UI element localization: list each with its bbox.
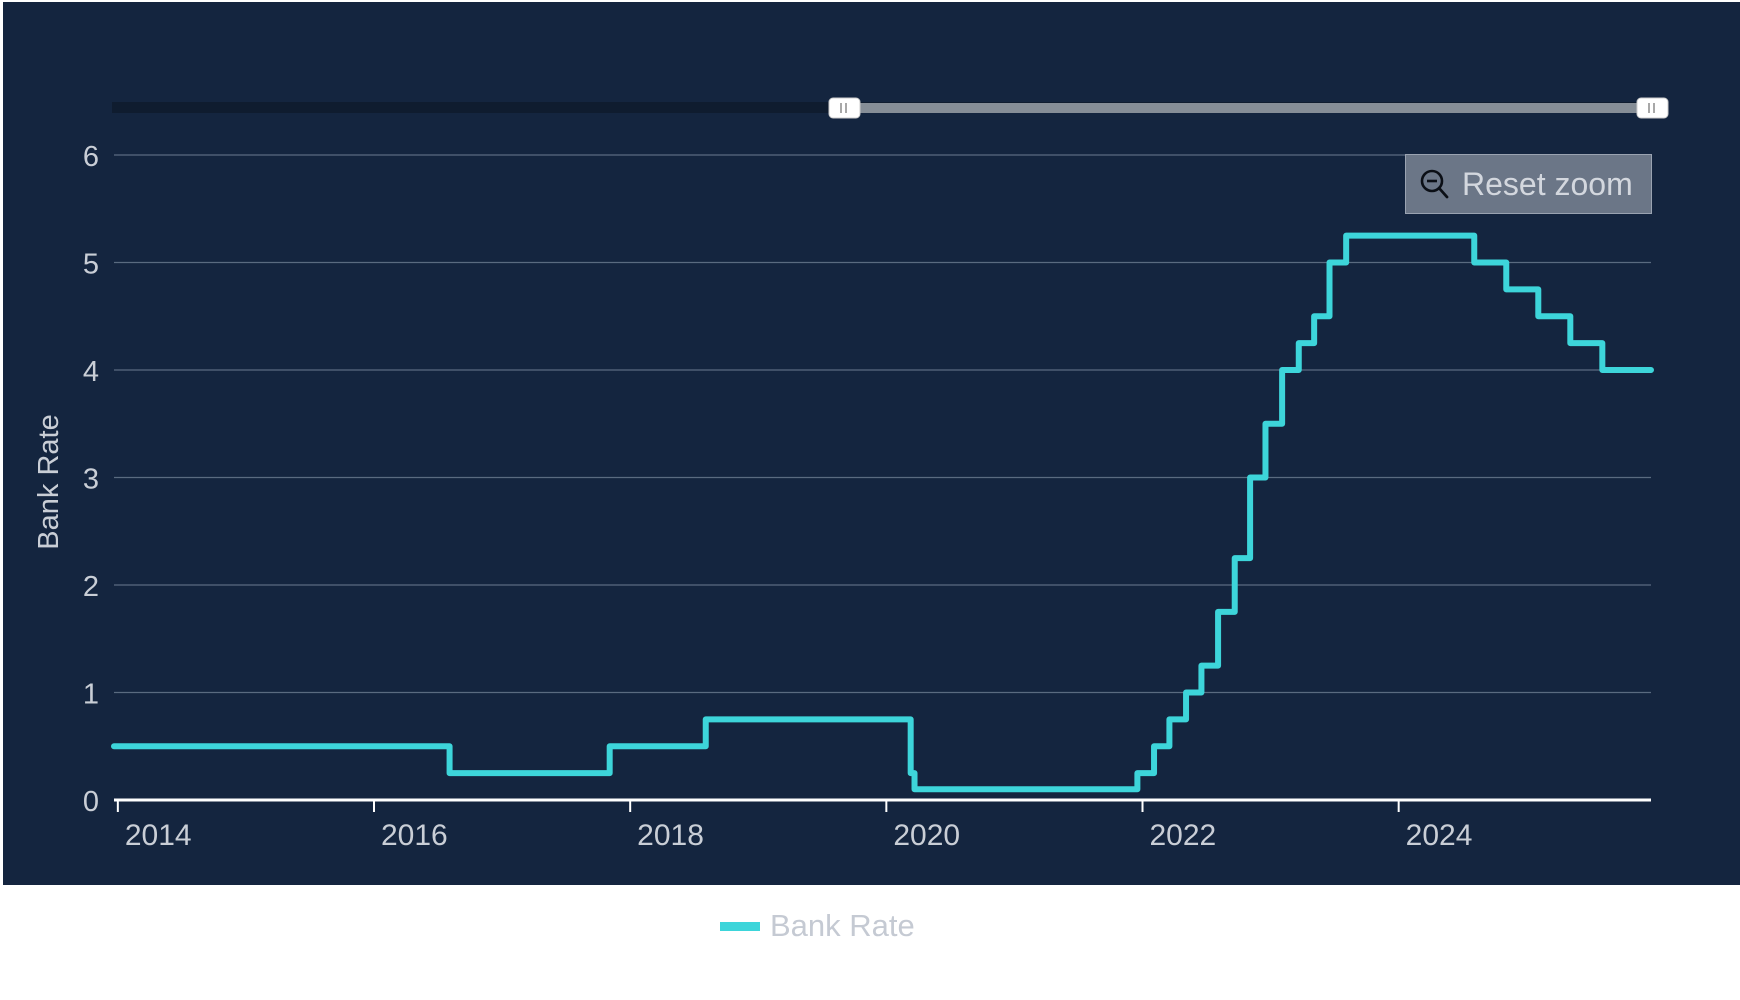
gridlines	[114, 154, 1651, 694]
navigator-selected-range[interactable]	[844, 103, 1652, 113]
y-tick-label: 0	[83, 786, 99, 818]
reset-zoom-label: Reset zoom	[1462, 165, 1633, 202]
y-tick-label: 3	[83, 464, 99, 496]
legend-label: Bank Rate	[770, 908, 915, 943]
legend-item-bank-rate[interactable]: Bank Rate	[720, 908, 915, 944]
zoom-out-icon	[1420, 169, 1449, 199]
reset-zoom-button[interactable]: Reset zoom	[1405, 154, 1652, 214]
y-tick-label: 2	[83, 571, 99, 603]
x-tick-label: 2014	[125, 819, 192, 852]
x-tick-label: 2024	[1406, 819, 1473, 852]
navigator-handle-right[interactable]	[1636, 97, 1669, 119]
x-axis-ticks: 2014 2016 2018 2020 2022 2024	[116, 800, 1473, 852]
x-tick-label: 2020	[893, 819, 960, 852]
y-axis-title: Bank Rate	[33, 414, 65, 549]
y-tick-label: 5	[83, 249, 99, 281]
navigator-handle-left[interactable]	[828, 97, 861, 119]
y-tick-label: 4	[83, 356, 99, 388]
y-tick-label: 1	[83, 679, 99, 711]
x-tick-label: 2022	[1150, 819, 1217, 852]
x-tick-label: 2018	[637, 819, 704, 852]
bank-rate-series-line[interactable]	[111, 232, 1654, 793]
legend-swatch	[720, 921, 760, 931]
y-tick-label: 6	[83, 141, 99, 173]
x-tick-label: 2016	[381, 819, 448, 852]
y-axis-ticks: 0 1 2 3 4 5 6	[83, 141, 99, 818]
chart-panel	[3, 2, 1740, 885]
